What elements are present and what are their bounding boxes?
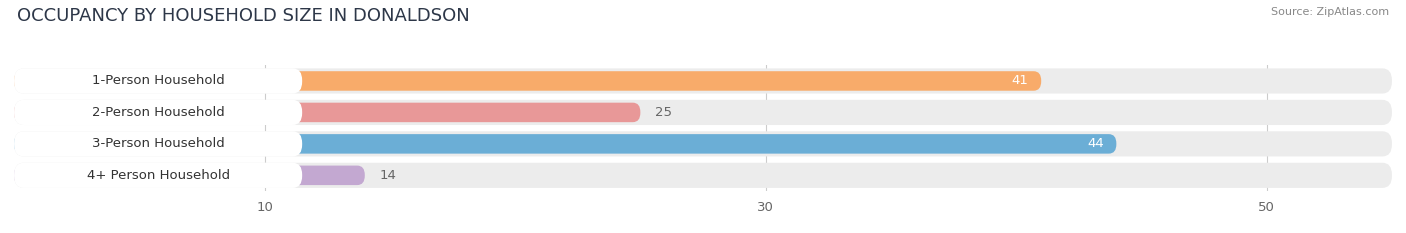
Text: 41: 41 bbox=[1012, 75, 1029, 87]
FancyBboxPatch shape bbox=[14, 163, 302, 188]
Text: 25: 25 bbox=[655, 106, 672, 119]
Text: 1-Person Household: 1-Person Household bbox=[91, 75, 225, 87]
FancyBboxPatch shape bbox=[14, 103, 640, 122]
FancyBboxPatch shape bbox=[14, 69, 302, 94]
Text: 4+ Person Household: 4+ Person Household bbox=[87, 169, 229, 182]
FancyBboxPatch shape bbox=[14, 131, 302, 157]
Text: OCCUPANCY BY HOUSEHOLD SIZE IN DONALDSON: OCCUPANCY BY HOUSEHOLD SIZE IN DONALDSON bbox=[17, 7, 470, 25]
FancyBboxPatch shape bbox=[14, 69, 1392, 94]
Text: 14: 14 bbox=[380, 169, 396, 182]
FancyBboxPatch shape bbox=[14, 163, 1392, 188]
Text: 3-Person Household: 3-Person Household bbox=[91, 137, 225, 150]
FancyBboxPatch shape bbox=[14, 131, 1392, 157]
FancyBboxPatch shape bbox=[14, 71, 1042, 91]
Text: 2-Person Household: 2-Person Household bbox=[91, 106, 225, 119]
Text: 44: 44 bbox=[1087, 137, 1104, 150]
FancyBboxPatch shape bbox=[14, 166, 364, 185]
FancyBboxPatch shape bbox=[14, 134, 1116, 154]
Text: Source: ZipAtlas.com: Source: ZipAtlas.com bbox=[1271, 7, 1389, 17]
FancyBboxPatch shape bbox=[14, 100, 302, 125]
FancyBboxPatch shape bbox=[14, 100, 1392, 125]
